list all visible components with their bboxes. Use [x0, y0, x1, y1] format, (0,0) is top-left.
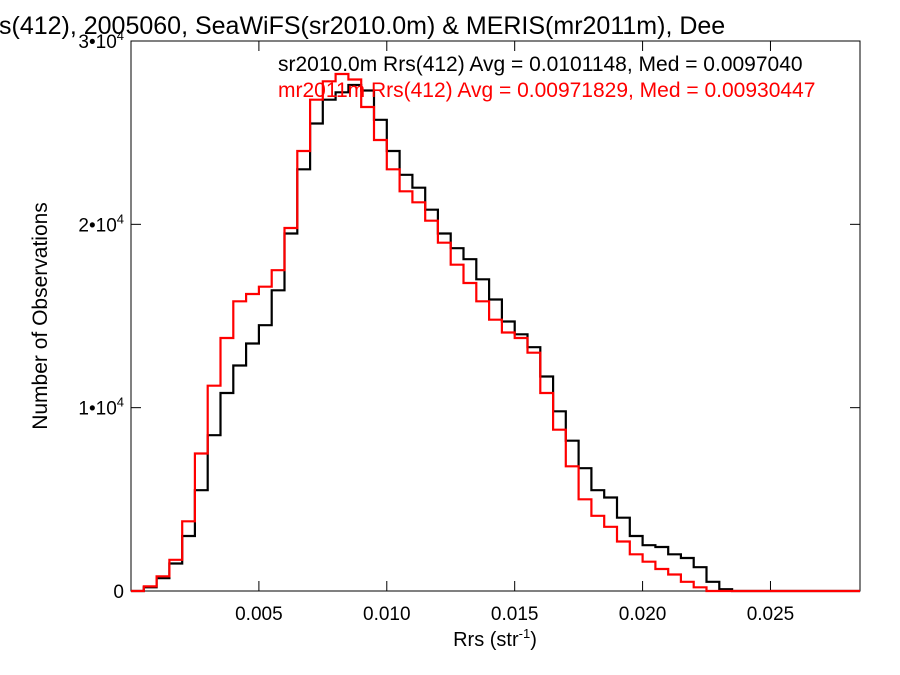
- series-line-sr2010-0m: [131, 83, 860, 593]
- y-tick-label: 2•104: [78, 211, 124, 236]
- chart-title: s(412), 2005060, SeaWiFS(sr2010.0m) & ME…: [0, 12, 725, 40]
- x-tick-label: 0.020: [619, 604, 667, 625]
- series-line-mr2011m: [131, 72, 860, 593]
- x-tick-label: 0.025: [747, 604, 795, 625]
- y-tick-label: 0: [113, 582, 124, 603]
- x-axis: 0.005 0.010 0.015 0.020 0.025: [235, 41, 794, 625]
- x-axis-label: Rrs (str-1): [453, 626, 537, 651]
- legend-entry-mr2011m: mr2011m Rrs(412) Avg = 0.00971829, Med =…: [278, 79, 815, 102]
- y-axis-label: Number of Observations: [29, 202, 52, 430]
- series-layer: [131, 72, 860, 593]
- y-tick-label: 3•104: [78, 28, 124, 53]
- x-tick-label: 0.010: [363, 604, 411, 625]
- plot-frame: [130, 40, 861, 592]
- x-tick-label: 0.015: [491, 604, 539, 625]
- y-tick-label: 1•104: [78, 395, 124, 420]
- legend-entry-sr2010-0m: sr2010.0m Rrs(412) Avg = 0.0101148, Med …: [278, 53, 803, 76]
- x-tick-label: 0.005: [235, 604, 283, 625]
